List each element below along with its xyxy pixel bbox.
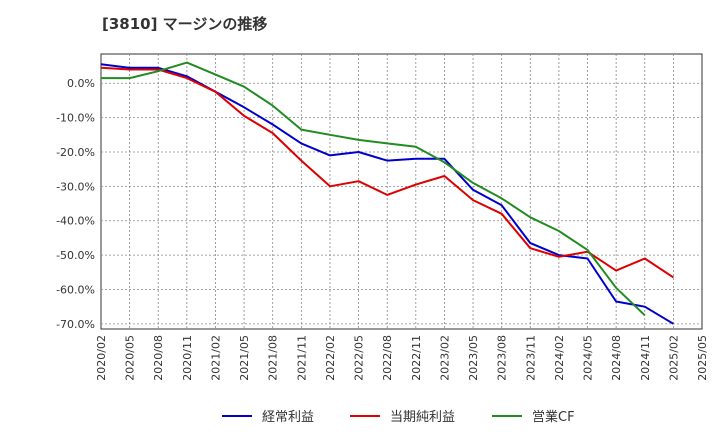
y-tick-label: -10.0% bbox=[56, 112, 95, 125]
y-tick-label: 0.0% bbox=[67, 77, 95, 90]
x-tick-label: 2021/05 bbox=[238, 335, 251, 381]
chart-title: [3810] マージンの推移 bbox=[102, 15, 268, 33]
x-tick-label: 2022/08 bbox=[381, 335, 394, 381]
x-tick-label: 2023/08 bbox=[496, 335, 509, 381]
series-line bbox=[100, 66, 674, 279]
series-line bbox=[100, 63, 674, 325]
x-tick-label: 2020/08 bbox=[152, 335, 165, 381]
x-tick-label: 2022/02 bbox=[324, 335, 337, 381]
legend-label: 当期純利益 bbox=[390, 410, 455, 425]
x-tick-label: 2024/11 bbox=[639, 335, 652, 381]
y-tick-label: -50.0% bbox=[56, 249, 95, 262]
y-tick-label: -30.0% bbox=[56, 180, 95, 193]
x-tick-label: 2024/08 bbox=[610, 335, 623, 381]
x-tick-label: 2022/05 bbox=[353, 335, 366, 381]
x-tick-label: 2021/02 bbox=[209, 335, 222, 381]
y-tick-label: -20.0% bbox=[56, 146, 95, 159]
x-tick-label: 2024/02 bbox=[553, 335, 566, 381]
x-tick-label: 2022/11 bbox=[410, 335, 423, 381]
series-lines bbox=[100, 61, 674, 325]
grid bbox=[101, 54, 702, 329]
legend-label: 経常利益 bbox=[262, 410, 314, 425]
x-tick-label: 2024/05 bbox=[582, 335, 595, 381]
x-tick-label: 2023/05 bbox=[467, 335, 480, 381]
series-line bbox=[101, 61, 646, 317]
x-tick-label: 2020/02 bbox=[95, 335, 108, 381]
plot-area bbox=[100, 53, 703, 330]
axis-ticks: 0.0% -10.0% -20.0% -30.0% -40.0% -50.0% -60.0%… bbox=[56, 77, 709, 380]
y-tick-label: -40.0% bbox=[56, 215, 95, 228]
legend: 経常利益 当期純利益 営業CF bbox=[222, 409, 575, 425]
x-tick-label: 2020/11 bbox=[181, 335, 194, 381]
x-tick-label: 2021/08 bbox=[267, 335, 280, 381]
y-tick-label: -60.0% bbox=[56, 283, 95, 296]
x-tick-label: 2023/02 bbox=[438, 335, 451, 381]
y-tick-label: -70.0% bbox=[56, 318, 95, 331]
x-tick-label: 2020/05 bbox=[124, 335, 137, 381]
x-tick-label: 2023/11 bbox=[524, 335, 537, 381]
legend-label: 営業CF bbox=[532, 409, 575, 425]
x-tick-label: 2021/11 bbox=[295, 335, 308, 381]
x-tick-label: 2025/02 bbox=[667, 335, 680, 381]
x-tick-label: 2025/05 bbox=[696, 335, 709, 381]
